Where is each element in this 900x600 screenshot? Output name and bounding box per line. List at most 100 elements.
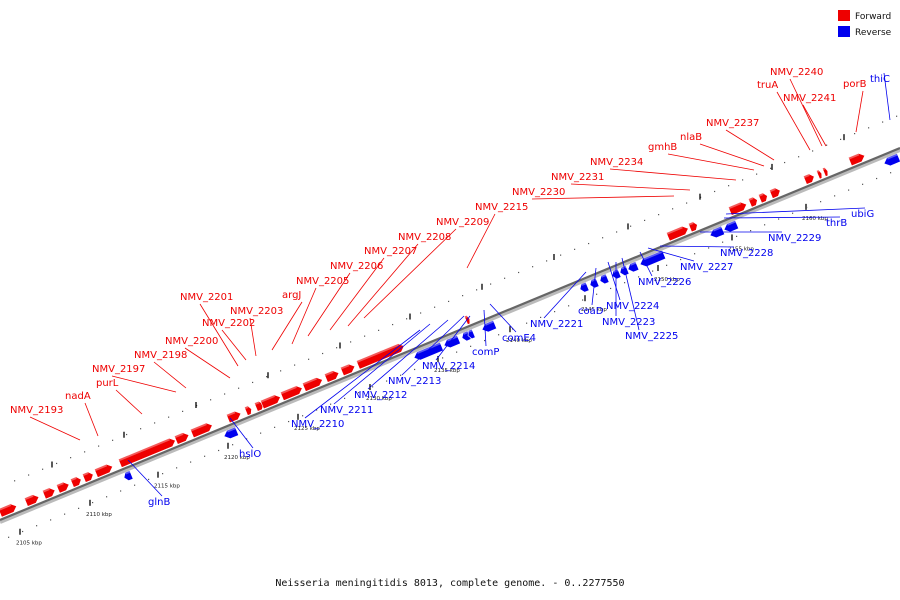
forward-gene-arrow [687, 221, 698, 233]
minor-tick [218, 449, 220, 452]
forward-gene [173, 432, 190, 445]
minor-tick [694, 253, 696, 255]
forward-gene-arrow [847, 152, 866, 167]
forward-connector [291, 287, 317, 345]
forward-gene-highlight [174, 432, 184, 439]
minor-tick [50, 519, 52, 521]
minor-tick [400, 374, 402, 376]
minor-tick [336, 347, 338, 349]
forward-gene-highlight [324, 370, 334, 377]
genome-axis: 2105 kbp 2110 kbp 2115 kbp 2120 kbp 2125 kbp… [0, 115, 900, 547]
forward-gene-highlight [340, 364, 350, 370]
forward-connector [84, 402, 99, 437]
minor-tick [112, 439, 114, 441]
minor-tick [252, 381, 254, 384]
minor-tick [22, 530, 24, 533]
minor-tick [14, 480, 16, 482]
reverse-gene-label: NMV_2224 [606, 301, 659, 312]
reverse-gene-label: NMV_2226 [638, 277, 691, 288]
forward-connector [802, 104, 827, 147]
forward-gene [81, 471, 94, 483]
minor-tick [344, 397, 346, 400]
minor-tick [840, 138, 842, 140]
tick-label: 2155 kbp [728, 246, 754, 252]
forward-gene-label: gmhB [648, 142, 677, 153]
minor-tick [406, 318, 408, 320]
forward-gene-arrow [323, 370, 340, 383]
forward-gene-label: NMV_2240 [770, 67, 823, 78]
forward-gene [0, 503, 18, 518]
forward-gene-arrow [339, 363, 356, 377]
forward-gene-highlight [666, 226, 683, 235]
forward-gene [355, 343, 405, 370]
minor-tick [638, 276, 640, 278]
forward-gene [727, 201, 748, 216]
minor-tick [386, 380, 388, 382]
minor-tick [680, 258, 682, 261]
reverse-gene-label: NMV_2229 [768, 233, 821, 244]
minor-tick [420, 312, 422, 314]
forward-gene-arrow [69, 476, 82, 488]
forward-gene-label: nadA [65, 391, 91, 402]
forward-gene-highlight [0, 503, 12, 511]
forward-gene-highlight [118, 438, 170, 462]
forward-gene-label: NMV_2193 [10, 405, 63, 416]
forward-gene-label: NMV_2201 [180, 292, 233, 303]
forward-gene-label: NMV_2197 [92, 364, 145, 375]
minor-tick [190, 461, 192, 463]
minor-tick [778, 218, 780, 220]
minor-tick [238, 387, 240, 389]
minor-tick [518, 271, 520, 274]
minor-tick [78, 507, 80, 509]
minor-tick [126, 433, 128, 436]
reverse-connector [401, 315, 465, 376]
forward-gene-label: NMV_2205 [296, 276, 349, 287]
forward-gene-label: porB [843, 79, 867, 90]
forward-gene-arrow [55, 481, 70, 494]
reverse-gene-label: glnB [148, 497, 170, 508]
reverse-connector [883, 72, 891, 121]
reverse-gene-highlight [726, 220, 737, 226]
forward-connector [29, 416, 81, 441]
minor-tick [560, 254, 562, 256]
forward-connector [776, 91, 811, 151]
forward-gene-label: NMV_2241 [783, 93, 836, 104]
forward-connector [221, 329, 247, 361]
minor-tick [42, 468, 44, 470]
reverse-gene-label: comP [472, 347, 499, 358]
forward-gene [41, 487, 56, 500]
forward-gene-label: truA [757, 80, 778, 91]
minor-tick [148, 478, 150, 481]
reverse-gene-highlight [642, 250, 664, 261]
forward-gene-highlight [42, 487, 50, 493]
minor-tick [882, 121, 884, 123]
minor-tick [28, 474, 30, 476]
forward-gene-label: NMV_2200 [165, 336, 218, 347]
tick-label: 2130 kbp [366, 396, 392, 402]
minor-tick [428, 363, 430, 365]
minor-tick [806, 206, 808, 209]
tick-label: 2145 kbp [581, 307, 607, 313]
minor-tick [140, 428, 142, 430]
reverse-gene-label: NMV_2210 [291, 419, 344, 430]
minor-tick [784, 161, 786, 164]
forward-gene [815, 169, 823, 180]
forward-connector [184, 347, 231, 379]
forward-connector [570, 183, 691, 191]
minor-tick [574, 248, 576, 250]
minor-tick [330, 403, 332, 405]
minor-tick [168, 416, 170, 418]
minor-tick [602, 237, 604, 239]
minor-tick [462, 295, 464, 297]
reverse-gene-highlight [629, 261, 637, 266]
forward-gene-arrow [93, 463, 114, 478]
forward-gene-label: NMV_2202 [202, 318, 255, 329]
minor-tick [378, 329, 380, 331]
minor-tick [764, 224, 766, 226]
minor-tick [770, 167, 772, 169]
forward-gene-highlight [254, 401, 260, 406]
reverse-connector [435, 315, 471, 361]
reverse-connector [483, 309, 487, 347]
forward-gene [323, 370, 340, 383]
